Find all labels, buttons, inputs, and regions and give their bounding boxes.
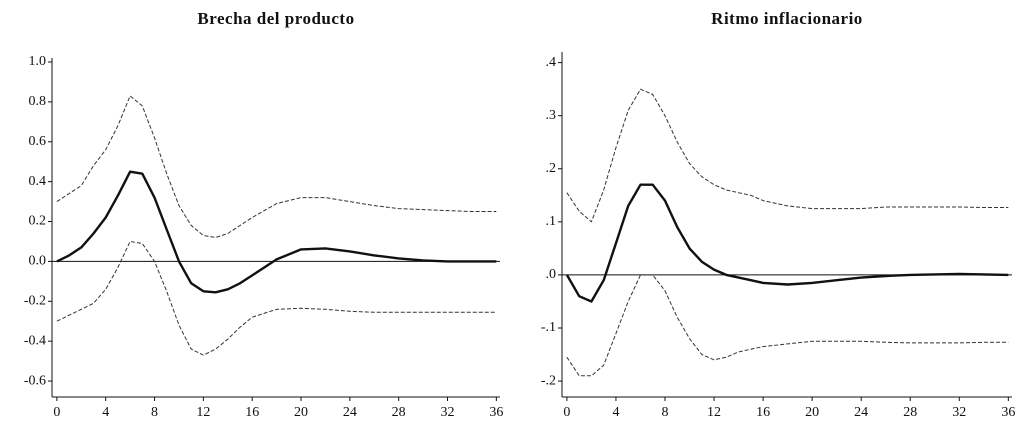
y-tick-label: 0.2 [29,214,47,229]
series-line [566,88,1009,223]
chart-title: Ritmo inflacionario [711,9,863,28]
y-tick-label: .4 [546,55,557,70]
x-tick-label: 8 [661,405,668,420]
x-tick-label: 24 [343,405,357,420]
x-tick-label: 16 [245,405,259,420]
y-tick-label: -0.4 [24,333,46,348]
y-tick-label: -.2 [541,373,556,388]
y-tick-label: 1.0 [29,54,47,69]
x-tick-label: 32 [441,405,455,420]
series-line [56,241,497,356]
chart-title: Brecha del producto [197,9,354,28]
x-tick-label: 20 [294,405,308,420]
series-line [565,183,1009,303]
x-tick-label: 4 [102,405,109,420]
x-tick-label: 0 [563,405,570,420]
series-line [56,170,497,294]
y-tick-label: 0.0 [29,254,47,269]
y-tick-label: .1 [546,214,557,229]
x-tick-label: 16 [756,405,770,420]
series-line [566,274,1009,377]
x-tick-label: 0 [53,405,60,420]
y-tick-label: .3 [546,108,557,123]
x-tick-label: 36 [489,405,503,420]
x-tick-label: 12 [707,405,721,420]
series-line [56,95,497,238]
x-tick-label: 20 [805,405,819,420]
y-tick-label: -.1 [541,320,556,335]
y-tick-label: 0.4 [29,174,47,189]
x-tick-label: 32 [952,405,966,420]
y-tick-label: .0 [546,267,557,282]
x-tick-label: 24 [854,405,868,420]
y-tick-label: .2 [546,161,557,176]
y-tick-label: 0.8 [29,94,47,109]
x-tick-label: 12 [196,405,210,420]
y-tick-label: -0.2 [24,294,46,309]
x-tick-label: 4 [612,405,619,420]
x-tick-label: 8 [151,405,158,420]
x-tick-label: 28 [903,405,917,420]
x-tick-label: 28 [392,405,406,420]
y-tick-label: 0.6 [29,134,47,149]
y-tick-label: -0.6 [24,373,46,388]
x-tick-label: 36 [1001,405,1015,420]
